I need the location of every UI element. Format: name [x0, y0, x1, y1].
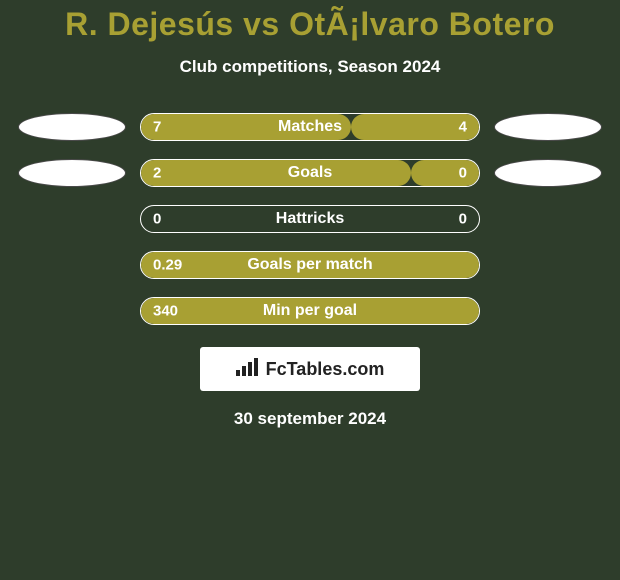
subtitle: Club competitions, Season 2024 [0, 57, 620, 77]
stat-bar: 7 Matches 4 [140, 113, 480, 141]
stat-label: Goals [288, 164, 332, 182]
stat-value-left: 0.29 [153, 257, 182, 274]
stat-row: 7 Matches 4 [0, 113, 620, 141]
stat-value-right: 4 [459, 119, 467, 136]
stat-bar: 340 Min per goal [140, 297, 480, 325]
stat-bar: 0 Hattricks 0 [140, 205, 480, 233]
team-ellipse-right [494, 159, 602, 187]
stat-label: Hattricks [276, 210, 344, 228]
stat-bar: 2 Goals 0 [140, 159, 480, 187]
stat-row: 340 Min per goal [0, 297, 620, 325]
stat-value-left: 340 [153, 303, 178, 320]
stat-value-right: 0 [459, 165, 467, 182]
stat-bar-left [141, 160, 411, 186]
team-ellipse-left [18, 113, 126, 141]
site-name: FcTables.com [266, 359, 385, 380]
page-title: R. Dejesús vs OtÃ¡lvaro Botero [0, 6, 620, 43]
date-label: 30 september 2024 [0, 409, 620, 429]
stat-row: 2 Goals 0 [0, 159, 620, 187]
stat-value-right: 0 [459, 211, 467, 228]
stat-bar-right [411, 160, 479, 186]
stat-bar: 0.29 Goals per match [140, 251, 480, 279]
comparison-card: R. Dejesús vs OtÃ¡lvaro Botero Club comp… [0, 0, 620, 429]
stat-value-left: 7 [153, 119, 161, 136]
stat-label: Min per goal [263, 302, 357, 320]
stat-row: 0.29 Goals per match [0, 251, 620, 279]
chart-icon [236, 358, 260, 381]
stats-list: 7 Matches 4 2 Goals 0 0 Hattricks 0 0.29 Goals per… [0, 113, 620, 325]
stat-label: Goals per match [247, 256, 372, 274]
site-badge[interactable]: FcTables.com [200, 347, 420, 391]
stat-row: 0 Hattricks 0 [0, 205, 620, 233]
stat-value-left: 0 [153, 211, 161, 228]
stat-label: Matches [278, 118, 342, 136]
stat-value-left: 2 [153, 165, 161, 182]
team-ellipse-left [18, 159, 126, 187]
team-ellipse-right [494, 113, 602, 141]
